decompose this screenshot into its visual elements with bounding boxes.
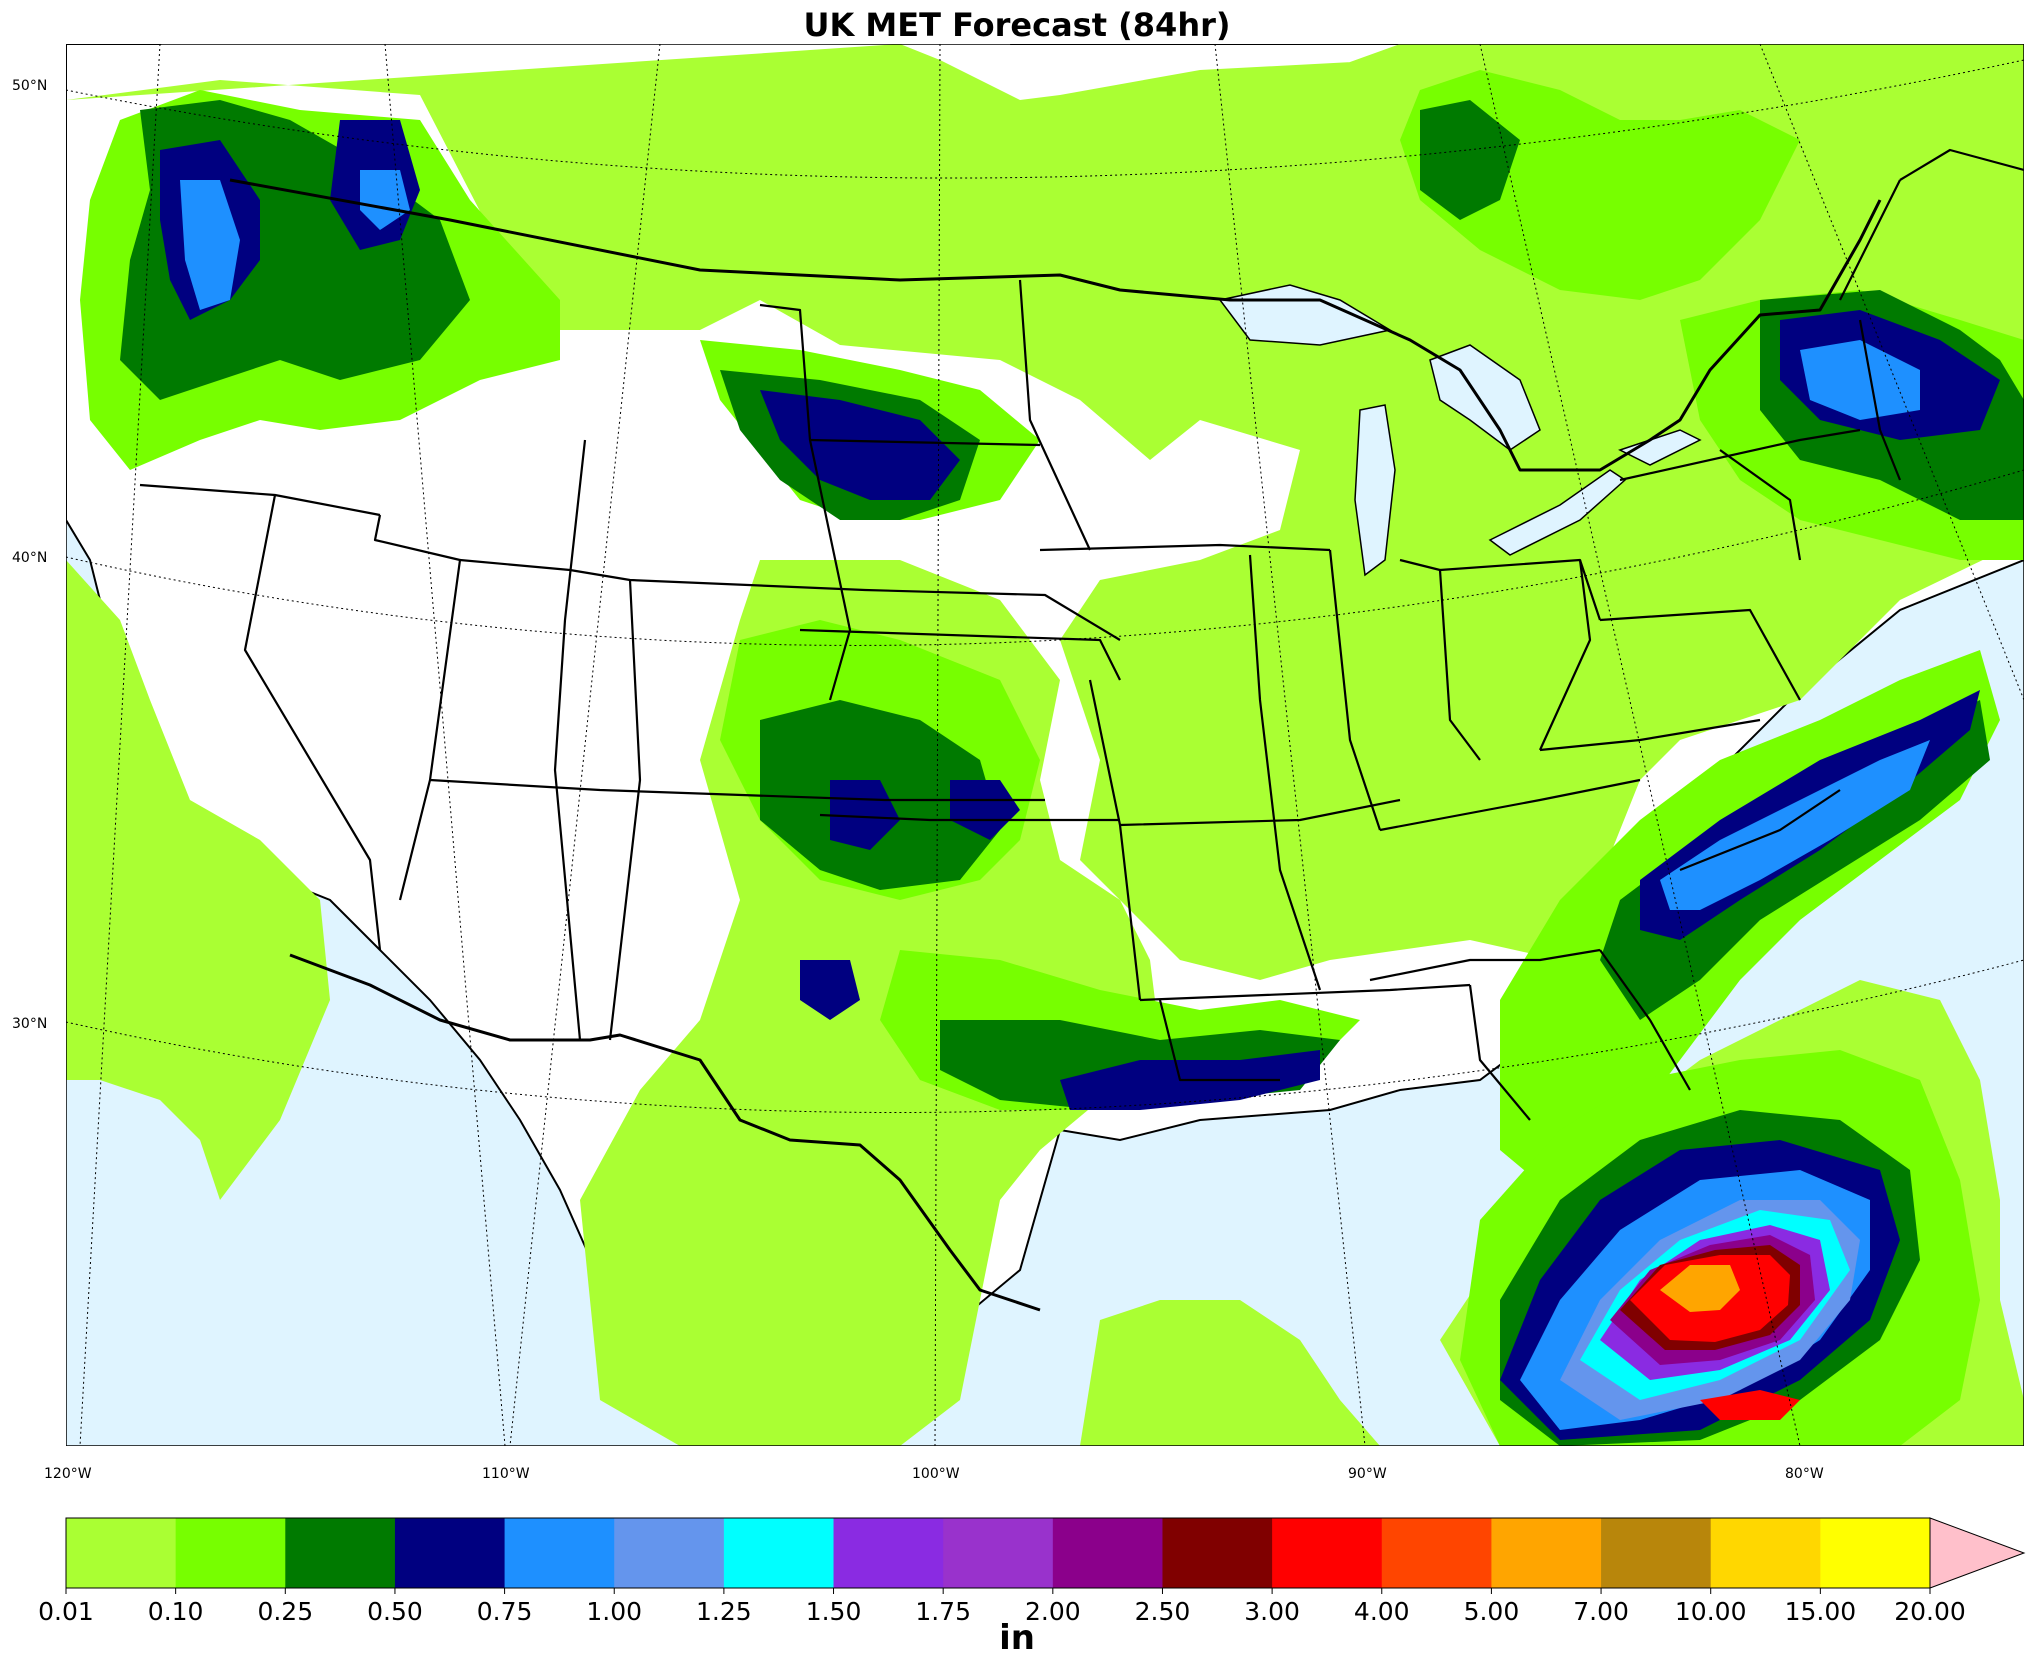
precip-contour-level-11	[1700, 1390, 1800, 1420]
precip-contour-level-3	[830, 780, 900, 850]
colorbar-cell	[723, 1518, 835, 1588]
lon-label-80w: 80°W	[1785, 1466, 1824, 1482]
colorbar-cell	[1381, 1518, 1492, 1588]
precip-contour-level-3	[760, 390, 960, 500]
colorbar-cell	[285, 1518, 396, 1588]
colorbar-cell	[394, 1518, 506, 1588]
precip-contour-level-0	[66, 44, 2024, 980]
colorbar-cell	[1491, 1518, 1602, 1588]
colorbar-cell	[175, 1518, 286, 1588]
colorbar-cell	[833, 1518, 944, 1588]
precip-contour-level-2	[1420, 100, 1520, 220]
colorbar-cell	[614, 1518, 725, 1588]
colorbar-cell	[504, 1518, 615, 1588]
precip-contour-level-3	[950, 780, 1020, 840]
lon-label-120w: 120°W	[44, 1466, 92, 1482]
precip-contour-level-3	[800, 960, 860, 1020]
colorbar-cell	[66, 1518, 177, 1588]
colorbar-unit-label: in	[999, 1618, 1035, 1658]
precipitation-contours	[66, 44, 2024, 1446]
colorbar-cell	[943, 1518, 1054, 1588]
lat-label-30n: 30°N	[12, 1016, 47, 1032]
lon-label-110w: 110°W	[482, 1466, 530, 1482]
colorbar-cell	[1052, 1518, 1163, 1588]
precip-contour-level-0	[1080, 1300, 1380, 1446]
colorbar-extend-arrow	[1929, 1517, 2026, 1589]
precip-contour-level-13	[1660, 1265, 1740, 1312]
lat-label-40n: 40°N	[12, 550, 47, 566]
colorbar-frame	[65, 1517, 1931, 1589]
chart-title: UK MET Forecast (84hr)	[803, 6, 1231, 44]
lon-label-100w: 100°W	[912, 1466, 960, 1482]
colorbar-cell	[1162, 1518, 1273, 1588]
precip-contour-level-4	[180, 180, 240, 310]
colorbar-cell	[1820, 1518, 1931, 1588]
graticule	[66, 44, 2024, 1446]
precip-contour-level-4	[1800, 340, 1920, 420]
precip-contour-level-4	[1660, 740, 1930, 910]
colorbar-cell	[1272, 1518, 1383, 1588]
great-lakes	[1218, 284, 1702, 577]
lon-label-90w: 90°W	[1348, 1466, 1387, 1482]
lat-label-50n: 50°N	[12, 78, 47, 94]
borders	[139, 148, 2024, 1312]
colorbar-cell	[1710, 1518, 1821, 1588]
precip-contour-level-0	[66, 560, 330, 1200]
colorbar-cell	[1601, 1518, 1712, 1588]
precip-map: 50°N 40°N 30°N 120°W 110°W 100°W 90°W 80…	[12, 44, 2024, 1482]
